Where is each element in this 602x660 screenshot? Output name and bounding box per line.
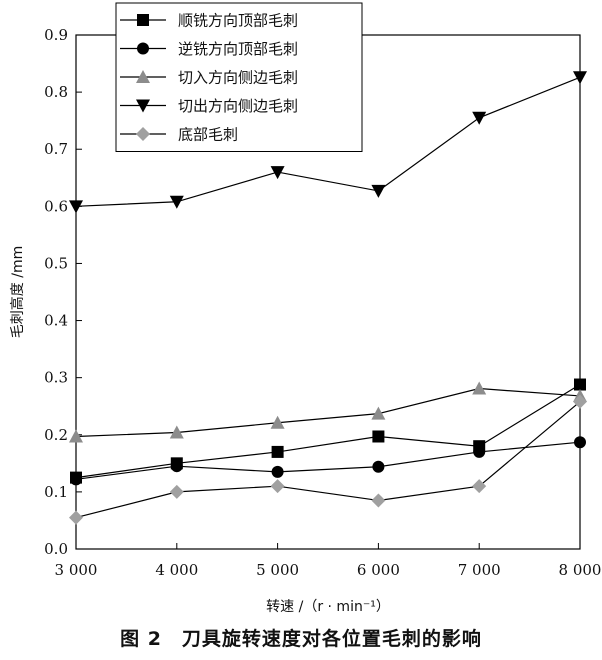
legend-marker bbox=[136, 70, 150, 83]
data-point bbox=[270, 166, 285, 180]
data-point bbox=[170, 460, 183, 473]
legend-marker bbox=[136, 99, 150, 113]
data-point bbox=[573, 71, 587, 85]
x-tick-label: 7 000 bbox=[458, 561, 501, 579]
data-point bbox=[169, 425, 184, 439]
y-tick-label: 0.6 bbox=[44, 197, 68, 215]
series-line bbox=[75, 387, 581, 438]
data-point bbox=[472, 111, 487, 125]
x-tick-label: 6 000 bbox=[357, 561, 400, 579]
data-point bbox=[271, 445, 284, 458]
legend-marker bbox=[137, 42, 149, 55]
x-tick-label: 3 000 bbox=[55, 561, 98, 579]
legend-marker bbox=[136, 127, 150, 141]
series-line bbox=[75, 401, 581, 519]
chart: 0.0 0.1 0.2 0.3 0.4 0.5 0.6 0.7 0.8 0.9 3 000 4 00… bbox=[9, 2, 602, 615]
data-point bbox=[270, 415, 285, 429]
legend-label: 逆铣方向顶部毛刺 bbox=[178, 40, 298, 58]
data-point bbox=[573, 394, 587, 409]
series-line bbox=[75, 384, 581, 479]
y-axis: 0.0 0.1 0.2 0.3 0.4 0.5 0.6 0.7 0.8 0.9 bbox=[44, 26, 82, 558]
y-tick-label: 0.4 bbox=[44, 312, 68, 330]
data-point bbox=[371, 406, 386, 420]
figure-caption: 图 2 刀具旋转速度对各位置毛刺的影响 bbox=[120, 628, 482, 650]
data-point bbox=[472, 479, 487, 494]
series-line bbox=[75, 76, 581, 207]
data-point bbox=[69, 510, 83, 525]
x-tick-label: 4 000 bbox=[155, 561, 198, 579]
legend-marker bbox=[137, 14, 149, 26]
legend-label: 底部毛刺 bbox=[178, 126, 238, 144]
series-5 bbox=[69, 394, 587, 525]
x-axis-title: 转速 /（r · min⁻¹） bbox=[266, 599, 390, 615]
data-point bbox=[574, 378, 586, 391]
series-layer bbox=[69, 71, 587, 525]
data-point bbox=[472, 381, 487, 395]
data-point bbox=[372, 460, 385, 473]
data-point bbox=[371, 493, 386, 508]
y-tick-label: 0.8 bbox=[44, 83, 68, 101]
y-axis-title: 毛刺高度 /mm bbox=[9, 246, 26, 338]
data-point bbox=[169, 195, 184, 209]
data-point bbox=[574, 436, 586, 449]
x-tick-label: 5 000 bbox=[256, 561, 299, 579]
data-point bbox=[70, 473, 82, 486]
legend-label: 切出方向侧边毛刺 bbox=[178, 97, 298, 115]
x-axis: 3 000 4 000 5 000 6 000 7 000 8 000 bbox=[55, 543, 602, 579]
series-3 bbox=[69, 381, 587, 443]
data-point bbox=[473, 445, 486, 458]
legend-label: 顺铣方向顶部毛刺 bbox=[178, 12, 298, 30]
data-point bbox=[169, 484, 184, 499]
series-line bbox=[75, 441, 581, 480]
series-4 bbox=[69, 71, 587, 214]
data-point bbox=[372, 430, 385, 443]
series-1 bbox=[70, 378, 586, 484]
x-tick-label: 8 000 bbox=[559, 561, 602, 579]
data-point bbox=[69, 429, 83, 443]
y-tick-label: 0.7 bbox=[44, 140, 68, 158]
y-tick-label: 0.0 bbox=[44, 540, 68, 558]
data-point bbox=[271, 465, 284, 478]
legend-label: 切入方向侧边毛刺 bbox=[178, 69, 298, 87]
data-point bbox=[270, 479, 285, 494]
y-tick-label: 0.3 bbox=[44, 369, 68, 387]
series-2 bbox=[70, 436, 586, 486]
y-tick-label: 0.5 bbox=[44, 254, 68, 272]
data-point bbox=[371, 184, 386, 198]
y-tick-label: 0.2 bbox=[44, 426, 68, 444]
y-tick-label: 0.9 bbox=[44, 26, 68, 44]
data-point bbox=[69, 200, 83, 214]
y-tick-label: 0.1 bbox=[44, 483, 68, 501]
